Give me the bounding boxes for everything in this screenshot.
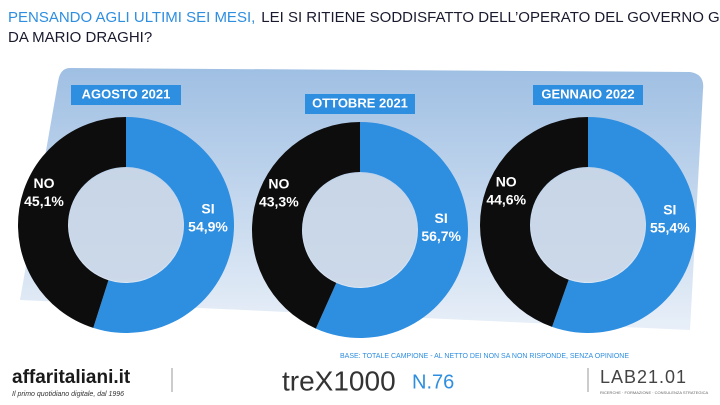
period-box — [533, 85, 643, 105]
period-label: OTTOBRE 2021 — [312, 95, 408, 110]
value-label: 56,7% — [421, 228, 461, 244]
period-label: AGOSTO 2021 — [82, 86, 171, 101]
category-label: NO — [496, 174, 517, 190]
value-label: 55,4% — [650, 220, 690, 236]
charts: AGOSTO 2021 SI 54,9% NO 45,1% OTTOBRE 2021 SI 5… — [17, 85, 696, 338]
brand: affaritaliani.it — [12, 367, 131, 388]
lab-logo: LAB21.01 — [600, 367, 687, 387]
donut-hole — [531, 168, 645, 282]
tagline: Il primo quotidiano digitale, dal 1996 — [12, 391, 124, 398]
period-box — [71, 85, 181, 105]
donut-slice — [479, 117, 588, 327]
category-label: SI — [435, 210, 448, 226]
value-label: 54,9% — [188, 218, 228, 234]
period-label: GENNAIO 2022 — [541, 86, 634, 101]
donut-slice — [552, 117, 696, 333]
category-label: NO — [268, 175, 289, 191]
title: LEI SI RITIENE SODDISFATTO DELL’OPERATO … — [8, 9, 720, 46]
donut-hole — [303, 173, 417, 287]
title-lead: PENSANDO AGLI ULTIMI SEI MESI, — [8, 9, 255, 26]
category-label: SI — [663, 202, 676, 218]
donut-hole — [69, 168, 183, 282]
value-label: 45,1% — [24, 193, 64, 209]
lab-tagline: RICERCHE · FORMAZIONE · CONSULENZA STRAT… — [600, 390, 708, 395]
period-box — [305, 94, 415, 114]
donut-slice — [17, 117, 127, 328]
category-label: NO — [33, 175, 54, 191]
donut-slice — [315, 122, 469, 338]
survey-number: N.76 — [412, 371, 454, 393]
value-label: 43,3% — [259, 193, 299, 209]
donut-slice — [93, 117, 234, 333]
category-label: SI — [201, 200, 214, 216]
base-note: BASE: TOTALE CAMPIONE - AL NETTO DEI NON… — [340, 353, 629, 360]
value-label: 44,6% — [486, 192, 526, 208]
donut-slice — [251, 122, 360, 329]
survey-logo: treX1000 — [282, 365, 396, 396]
